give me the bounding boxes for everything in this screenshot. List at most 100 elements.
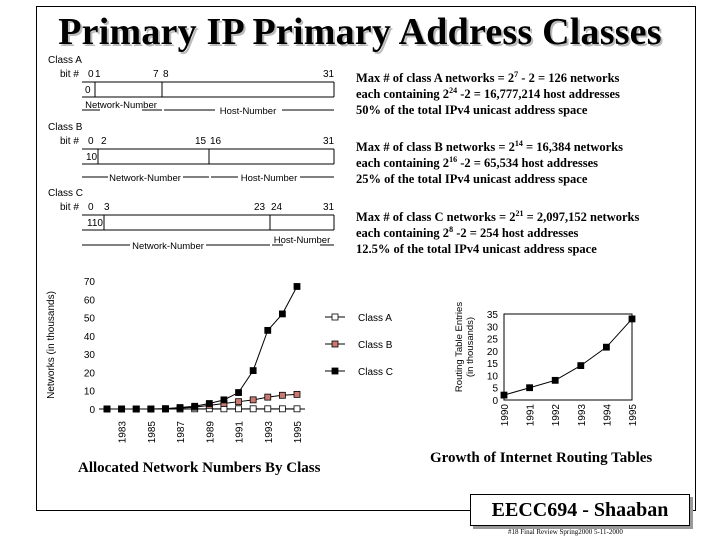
data-point: [235, 389, 242, 396]
allocated-networks-chart: 0 10 20 30 40 50 60 70 1983 1985 1987 1989 1991 1993 1…: [46, 277, 393, 444]
data-point: [147, 405, 155, 413]
chart1-caption: Allocated Network Numbers By Class: [78, 460, 321, 476]
legend-marker: [331, 340, 339, 348]
slide-frame: [36, 6, 696, 511]
legend-label: Class C: [358, 367, 393, 378]
data-point: [118, 405, 126, 413]
class-c-desc-line2: each containing 28 -2 = 254 host address…: [356, 224, 579, 240]
data-point: [235, 405, 242, 413]
class-b-bit-2: 2: [101, 136, 107, 147]
class-b-bit-label: bit #: [60, 136, 79, 147]
legend-marker: [331, 367, 339, 375]
class-b-net-label: Network-Number: [109, 173, 181, 184]
y-tick-label: 30: [84, 350, 96, 361]
data-point: [526, 384, 533, 392]
x-tick-label: 1992: [551, 404, 562, 427]
data-point: [249, 396, 257, 404]
y-tick-label: 50: [84, 314, 96, 325]
class-b-desc-line1: Max # of class B networks = 214 = 16,384…: [356, 138, 624, 154]
x-tick-label: 1991: [235, 421, 246, 444]
x-tick-label: 1991: [526, 404, 537, 427]
class-b-description: Max # of class B networks = 214 = 16,384…: [356, 139, 623, 187]
class-c-bit-0: 0: [88, 202, 94, 213]
data-point: [628, 315, 636, 323]
y-tick-label: 15: [487, 359, 499, 370]
y-tick-label: 30: [487, 322, 499, 333]
x-tick-label: 1995: [628, 404, 639, 427]
class-a-description: Max # of class A networks = 27 - 2 = 126…: [356, 70, 620, 118]
data-point: [551, 376, 559, 384]
class-c-bit-31: 31: [323, 202, 335, 213]
x-tick-label: 1994: [602, 404, 613, 427]
class-a-bit-7: 7: [153, 69, 159, 80]
legend-label: Class A: [358, 313, 392, 324]
plot-frame: [503, 313, 633, 401]
y-tick-label: 25: [487, 335, 499, 346]
legend-marker: [331, 313, 339, 321]
data-point: [162, 405, 169, 413]
class-c-host-label: Host-Number: [274, 235, 331, 246]
y-tick-label: 40: [84, 332, 96, 343]
class-b-bit-16: 16: [210, 136, 222, 147]
class-a-name: Class A: [48, 55, 82, 66]
x-tick-label: 1987: [176, 421, 187, 444]
y-tick-label: 70: [84, 277, 96, 288]
data-point: [293, 283, 301, 290]
class-c-bit-3: 3: [104, 202, 110, 213]
chart2-caption: Growth of Internet Routing Tables: [430, 450, 653, 466]
y-tick-label: 10: [487, 371, 499, 382]
data-point: [278, 405, 286, 413]
class-c-name: Class C: [48, 188, 83, 199]
y-tick-label: 5: [492, 384, 498, 395]
data-point: [249, 405, 257, 413]
data-point: [278, 391, 286, 399]
class-a-desc-line2: each containing 224 -2 = 16,777,214 host…: [356, 85, 620, 101]
class-a-bit-31: 31: [323, 69, 335, 80]
class-c-bit-label: bit #: [60, 202, 79, 213]
x-tick-label: 1985: [147, 421, 158, 444]
data-point: [249, 367, 257, 374]
data-point: [278, 310, 286, 318]
y-tick-label: 0: [492, 396, 498, 407]
x-tick-label: 1995: [293, 421, 304, 444]
data-point: [235, 398, 242, 406]
series-line: [107, 286, 298, 410]
class-c-bit-24: 24: [271, 202, 283, 213]
class-b-host-label: Host-Number: [241, 173, 298, 184]
series-line: [503, 318, 633, 396]
data-point: [132, 405, 140, 413]
x-tick-label: 1990: [500, 404, 511, 427]
y-tick-label: 20: [84, 368, 96, 379]
class-a-diagram: Class A bit # 0 1 7 8 31 0 Network-Numbe…: [48, 55, 335, 117]
y-axis-label: Routing Table Entries: [454, 302, 465, 392]
data-point: [293, 405, 301, 413]
legend-label: Class B: [358, 340, 393, 351]
class-b-bit-15: 15: [195, 136, 207, 147]
y-tick-label: 60: [84, 295, 96, 306]
class-c-diagram: Class C bit # 0 3 23 24 31 110 Network-N…: [48, 188, 335, 252]
address-class-diagrams: Class A bit # 0 1 7 8 31 0 Network-Numbe…: [48, 55, 335, 252]
class-a-desc-line1: Max # of class A networks = 27 - 2 = 126…: [356, 69, 620, 85]
class-b-prefix: 10: [86, 152, 98, 163]
class-b-bit-31: 31: [323, 136, 335, 147]
class-a-host-label: Host-Number: [220, 106, 277, 117]
class-c-bit-23: 23: [254, 202, 266, 213]
data-point: [577, 362, 585, 369]
y-axis-label: Networks (in thousands): [46, 291, 57, 399]
x-tick-label: 1989: [205, 421, 216, 444]
data-point: [176, 404, 184, 411]
class-a-bit-0: 0: [88, 69, 94, 80]
course-brand-box: EECC694 - Shaaban: [470, 494, 690, 526]
class-c-desc-line1: Max # of class C networks = 221 = 2,097,…: [356, 208, 640, 224]
class-b-bit-0: 0: [88, 136, 94, 147]
y-tick-label: 10: [84, 387, 96, 398]
class-c-net-label: Network-Number: [132, 241, 204, 252]
class-b-desc-line3: 25% of the total IPv4 unicast address sp…: [356, 172, 588, 186]
y-tick-label: 20: [487, 347, 499, 358]
data-point: [220, 396, 228, 404]
class-c-desc-line3: 12.5% of the total IPv4 unicast address …: [356, 242, 597, 256]
class-b-desc-line2: each containing 216 -2 = 65,534 host add…: [356, 154, 598, 170]
data-point: [205, 400, 213, 407]
data-point: [500, 391, 508, 399]
class-b-name: Class B: [48, 122, 83, 133]
